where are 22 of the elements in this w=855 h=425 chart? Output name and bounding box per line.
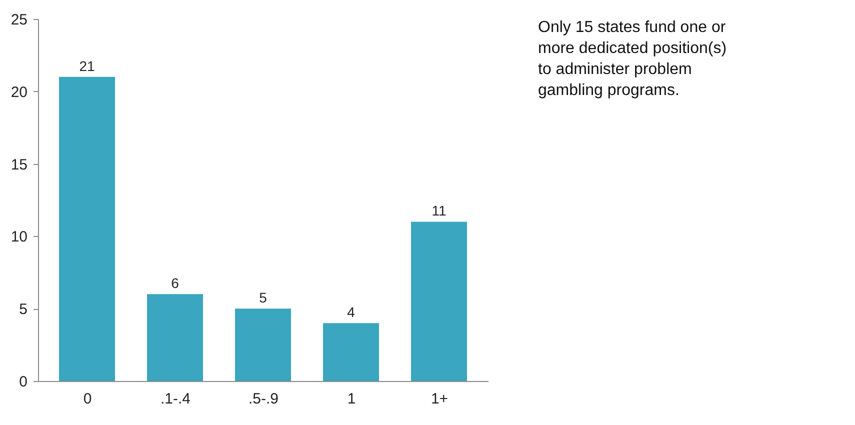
text: Only 15 states fund one or more dedicated position(s) to administer problem gambling programs.: [538, 19, 727, 99]
data-label: 4: [347, 304, 356, 320]
y-tick-label: 15: [10, 156, 28, 174]
data-label: 6: [171, 275, 180, 292]
y-tick-label: 25: [10, 12, 28, 28]
bar: [323, 323, 379, 381]
y-tick-label: 20: [10, 84, 28, 101]
data-label: 5: [259, 290, 268, 306]
x-tick-label: .1-.4: [160, 390, 191, 408]
data-label: 11: [432, 202, 446, 219]
bar: [59, 76, 115, 381]
y-tick-label: 5: [19, 301, 28, 318]
y-tick-label: 10: [10, 228, 28, 246]
bar: [411, 222, 467, 381]
x-tick-label: 1: [347, 390, 356, 408]
y-tick-label: 0: [19, 374, 28, 390]
bar: [235, 308, 291, 381]
x-tick-label: 1+: [430, 390, 448, 408]
data-label: 21: [79, 58, 95, 74]
x-tick-label: .5-.9: [248, 390, 279, 408]
bar: [147, 294, 203, 381]
x-tick-label: 0: [83, 390, 92, 408]
